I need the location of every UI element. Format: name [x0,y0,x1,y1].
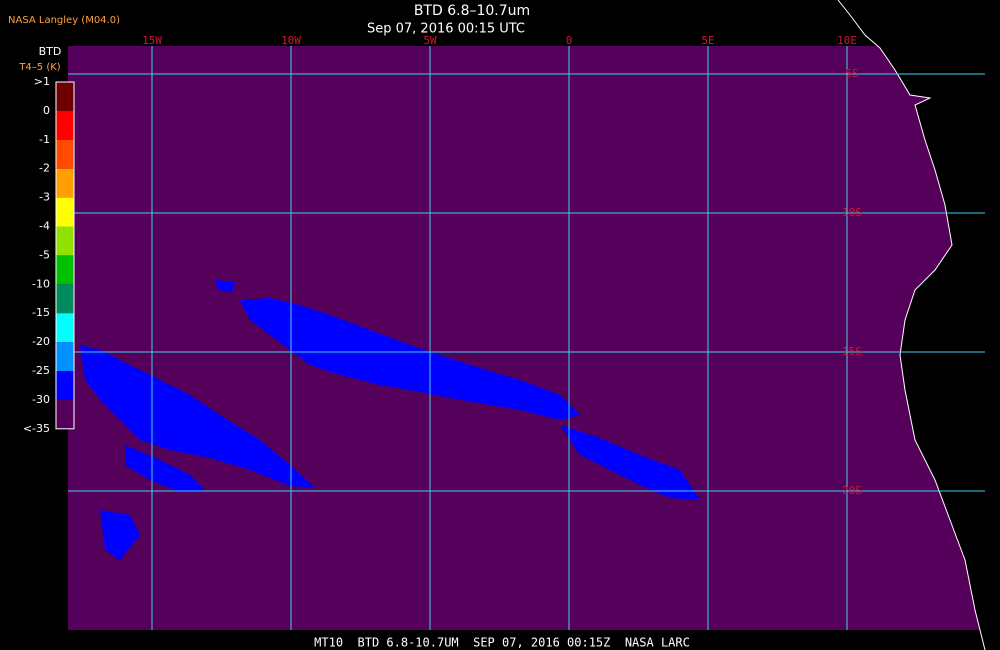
latitude-label: 15S [842,345,862,358]
colorbar-label: -15 [32,306,50,319]
cloud-features [80,280,700,560]
longitude-label: 10E [837,34,857,47]
cloud [215,280,235,292]
cloud [80,345,315,488]
latitude-label: 5S [845,67,858,80]
colorbar-label: <-35 [23,422,50,435]
cloud [560,425,700,500]
longitude-label: 15W [142,34,162,47]
colorbar-swatch [56,139,74,169]
colorbar-label: -10 [32,277,50,290]
colorbar-label: -25 [32,364,50,377]
colorbar-swatch [56,197,74,227]
map-background [68,46,985,630]
colorbar-title: BTD [39,45,62,58]
cloud [125,445,205,492]
colorbar-label: -1 [39,133,50,146]
colorbar-swatch [56,342,74,371]
longitude-label: 0 [566,34,573,47]
colorbar-swatch [56,226,74,256]
colorbar-swatch [56,168,74,198]
colorbar-label: -2 [39,162,50,175]
source-label: NASA Langley (M04.0) [8,15,120,26]
cloud [100,510,140,560]
colorbar-swatch [56,110,74,140]
colorbar-label: -20 [32,335,50,348]
colorbar-label: -3 [39,191,50,204]
colorbar-label: -5 [39,248,50,261]
cloud [240,298,580,420]
longitude-label: 10W [281,34,301,47]
land [838,0,1000,650]
colorbar-swatch [56,82,74,111]
colorbar-swatch [56,371,74,400]
colorbar-frame [55,81,75,430]
longitude-label: 5E [701,34,714,47]
colorbar-swatch [56,399,74,429]
footer: MT10 BTD 6.8-10.7UM SEP 07, 2016 00:15Z … [314,636,690,650]
colorbar-swatch [56,313,74,343]
colorbar-swatch [56,255,74,285]
colorbar-label: -4 [39,220,50,233]
subtitle: Sep 07, 2016 00:15 UTC [367,22,525,37]
latitude-label: 20S [842,484,862,497]
colorbar-label: 0 [43,104,50,117]
latitude-label: 10S [842,206,862,219]
colorbar: >1 0 -1 -2 -3 -4 -5 -10 -15 -20 -25 -30 <-35 [23,75,75,435]
graticule: 15W 10W 5W 0 5E 10E 5S 10S 15S 20S [68,34,985,630]
coastline [837,0,986,650]
colorbar-subtitle: T4–5 (K) [18,62,60,73]
colorbar-label: -30 [32,393,50,406]
title: BTD 6.8–10.7um [414,3,530,19]
colorbar-swatch [56,284,74,314]
longitude-label: 5W [423,34,437,47]
colorbar-label: >1 [34,75,50,88]
